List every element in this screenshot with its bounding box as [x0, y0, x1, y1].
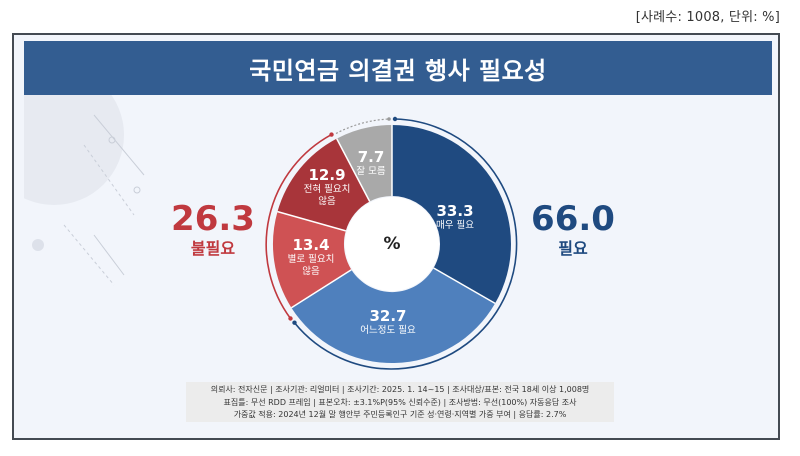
segment-somewhat-needed — [291, 268, 496, 364]
dont-know-arc-indicator — [335, 118, 390, 135]
footnote-line-3: 가중값 적용: 2024년 12월 말 행안부 주민등록인구 기준 성·연령·지… — [233, 410, 567, 419]
positive-total-label: 필요 — [558, 239, 588, 258]
footnote-line-2: 표집틀: 무선 RDD 프레임 | 표본오차: ±3.1%P(95% 신뢰수준)… — [223, 397, 577, 407]
label-somewhat-needed: 32.7 어느정도 필요 — [360, 307, 416, 336]
negative-total-label: 불필요 — [190, 239, 236, 258]
label-very-needed: 33.3 매우 필요 — [436, 202, 474, 231]
survey-footnote: 의뢰사: 전자신문 | 조사기관: 리얼미터 | 조사기간: 2025. 1. … — [186, 382, 614, 422]
segment-not-at-all-needed — [277, 138, 370, 231]
segment-dont-know — [336, 124, 392, 202]
positive-total-value: 66.0 — [531, 199, 615, 239]
positive-arc-indicator — [293, 118, 518, 370]
negative-total-value: 26.3 — [171, 199, 255, 239]
positive-total: 66.0 필요 — [528, 200, 618, 260]
label-not-really-needed: 13.4 별로 필요치 않음 — [287, 236, 335, 277]
label-not-at-all-needed: 12.9 전혀 필요치 않음 — [303, 166, 351, 207]
segment-not-really-needed — [272, 211, 352, 308]
center-unit-label: % — [383, 234, 401, 254]
donut-hole — [345, 197, 439, 291]
chart-title: 국민연금 의결권 행사 필요성 — [24, 41, 772, 95]
segment-separators — [277, 125, 496, 309]
negative-total: 26.3 불필요 — [168, 200, 258, 260]
negative-arc-indicator — [265, 133, 332, 319]
sample-unit-note: [사례수: 1008, 단위: %] — [635, 10, 780, 25]
segment-very-needed — [392, 125, 511, 304]
label-dont-know: 7.7 잘 모름 — [356, 148, 386, 177]
footnote-line-1: 의뢰사: 전자신문 | 조사기관: 리얼미터 | 조사기간: 2025. 1. … — [210, 385, 590, 394]
